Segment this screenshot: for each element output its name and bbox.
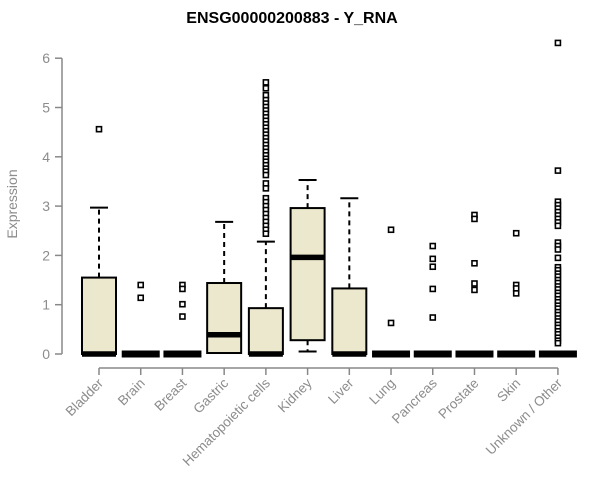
x-tick-label: Gastric: [190, 375, 231, 416]
x-tick-label: Kidney: [275, 375, 315, 415]
outlier-point: [262, 185, 270, 192]
outlier-point: [471, 215, 478, 223]
outlier-point: [554, 39, 562, 47]
box-iqr: [247, 307, 284, 355]
outlier-point: [512, 290, 520, 297]
outlier-point: [429, 263, 437, 271]
outlier-point: [471, 286, 478, 294]
box-iqr: [331, 287, 368, 355]
collapsed-box: [455, 350, 494, 358]
x-tick-label: Pancreas: [389, 375, 440, 426]
box-iqr: [206, 282, 243, 355]
collapsed-box: [497, 350, 536, 358]
outlier-point: [512, 229, 520, 237]
outlier-point: [179, 285, 186, 293]
outlier-point: [262, 230, 270, 238]
chart-title: ENSG00000200883 - Y_RNA: [186, 10, 398, 27]
outlier-point: [554, 254, 562, 262]
outlier-point: [429, 255, 437, 263]
y-tick-label: 3: [42, 198, 50, 214]
outlier-point: [262, 79, 270, 86]
collapsed-box: [413, 350, 452, 358]
x-tick-label: Prostate: [435, 376, 481, 422]
y-tick-label: 4: [42, 149, 50, 165]
outlier-point: [554, 339, 562, 347]
outlier-point: [554, 222, 562, 230]
outlier-point: [429, 285, 437, 293]
x-tick-label: Liver: [325, 375, 357, 407]
collapsed-box: [163, 350, 202, 358]
outlier-point: [471, 259, 478, 267]
x-tick-label: Breast: [151, 375, 189, 413]
outlier-point: [95, 125, 103, 133]
outlier-point: [429, 242, 437, 250]
x-tick-label: Bladder: [63, 375, 107, 419]
outlier-point: [137, 294, 145, 302]
outlier-point: [262, 171, 270, 179]
y-tick-label: 0: [42, 346, 50, 362]
outlier-point: [554, 246, 562, 253]
x-tick-label: Lung: [366, 376, 398, 408]
collapsed-box: [372, 350, 411, 358]
y-tick-label: 5: [42, 100, 50, 116]
x-tick-label: Unknown / Other: [483, 375, 566, 458]
box-iqr: [81, 276, 117, 355]
y-tick-label: 1: [42, 297, 50, 313]
outlier-point: [262, 84, 270, 92]
x-tick-label: Skin: [494, 376, 523, 405]
outlier-point: [137, 281, 145, 289]
outlier-point: [387, 226, 395, 234]
collapsed-box: [121, 350, 160, 358]
collapsed-box: [538, 350, 577, 358]
outlier-point: [179, 300, 186, 308]
outlier-point: [387, 319, 395, 327]
x-tick-label: Brain: [115, 376, 148, 409]
y-tick-label: 6: [42, 50, 50, 66]
outlier-point: [179, 313, 186, 320]
box-iqr: [289, 207, 326, 342]
y-tick-label: 2: [42, 247, 50, 263]
outlier-point: [471, 280, 478, 287]
outlier-point: [554, 167, 562, 174]
outlier-point: [429, 314, 437, 321]
